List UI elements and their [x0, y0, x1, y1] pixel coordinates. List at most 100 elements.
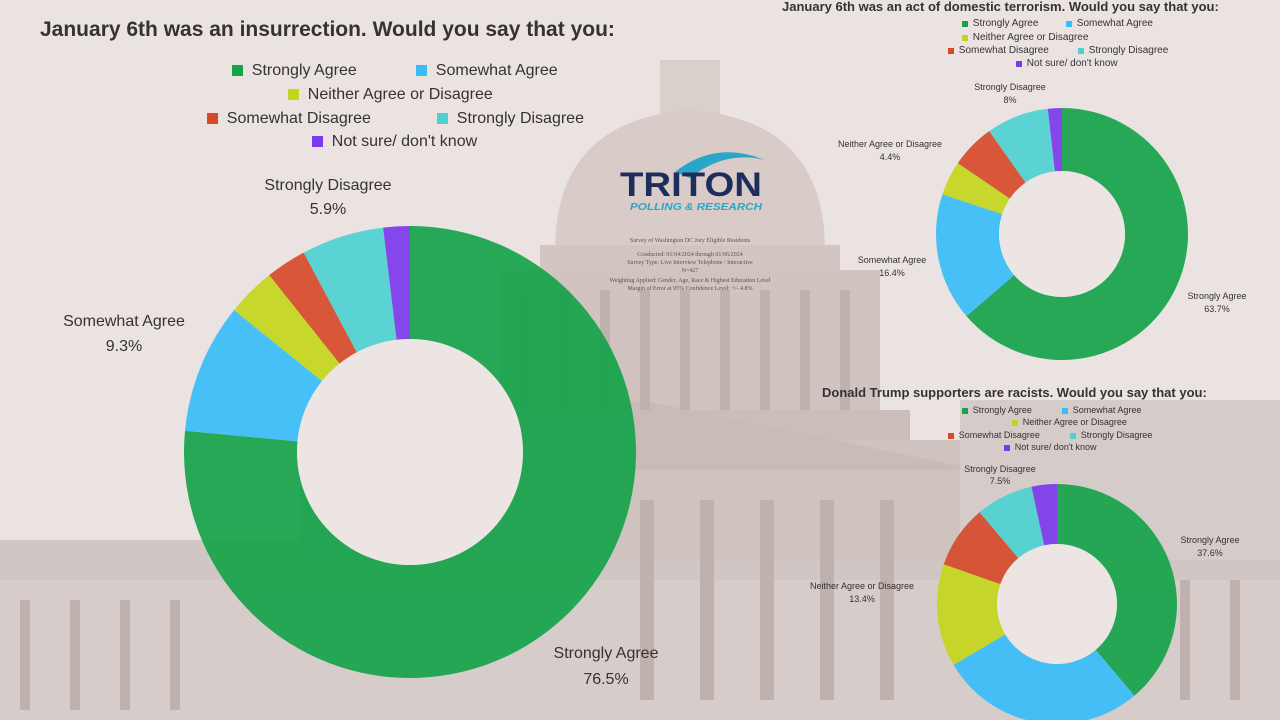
chart1-title: January 6th was an insurrection. Would y… — [40, 18, 615, 41]
chart1-slice-somewhat-disagree — [269, 252, 357, 364]
chart2-legend-label-somewhat-agree: Somewhat Agree — [1077, 18, 1154, 29]
chart3-legend-swatch-strongly-agree — [962, 408, 968, 414]
chart1-label-somewhat-agree-value: 9.3% — [106, 338, 142, 355]
chart1-legend-swatch-strongly-agree — [232, 65, 243, 76]
chart1-slice-somewhat-agree — [185, 310, 323, 442]
chart2-slice-neither-agree-or-disagree — [942, 163, 1010, 215]
chart2-slice-not-sure-don-t-know — [1047, 108, 1062, 172]
chart3-legend-label-strongly-disagree: Strongly Disagree — [1081, 430, 1153, 440]
chart3-legend-swatch-somewhat-disagree — [948, 433, 954, 439]
chart3-label-neither-name: Neither Agree or Disagree — [810, 581, 914, 591]
method-line-5: Weighting Applied: Gender, Age, Race & H… — [610, 278, 771, 284]
logo-wave-icon — [675, 152, 765, 178]
logo-tagline: POLLING & RESEARCH — [630, 202, 763, 213]
chart1-legend-swatch-not-sure-don-t-know — [312, 136, 323, 147]
chart3-label-strongly-agree-value: 37.6% — [1197, 548, 1223, 558]
chart2-legend-label-strongly-disagree: Strongly Disagree — [1089, 45, 1169, 56]
method-line-3: Survey Type: Live Interview Telephone / … — [627, 260, 753, 266]
logo-name: TRITON — [620, 166, 762, 204]
chart1-legend-label-not-sure-don-t-know: Not sure/ don't know — [332, 133, 478, 150]
chart1-donut — [183, 226, 636, 679]
chart3-slice-somewhat-disagree — [943, 512, 1019, 585]
chart1-slice-strongly-agree — [183, 226, 636, 679]
chart3-slice-somewhat-agree — [953, 634, 1135, 720]
method-line-1: Survey of Washington DC Jury Eligible Re… — [630, 237, 751, 244]
chart2-donut — [936, 108, 1188, 361]
chart2-title: January 6th was an act of domestic terro… — [782, 0, 1219, 14]
chart3-label-strongly-disagree-name: Strongly Disagree — [964, 464, 1036, 474]
chart2-legend-label-neither-agree-or-disagree: Neither Agree or Disagree — [973, 32, 1089, 43]
chart3-slice-neither-agree-or-disagree — [937, 564, 1006, 665]
method-line-4: N=427 — [682, 268, 699, 274]
chart3-legend-label-not-sure-don-t-know: Not sure/ don't know — [1015, 442, 1097, 452]
chart3-legend: Strongly Agree Somewhat Agree Neither Agre… — [948, 405, 1152, 452]
chart2-slice-strongly-agree — [966, 108, 1188, 361]
method-line-6: Margin of Error at 95% Confidence Level:… — [627, 285, 752, 292]
chart1-legend-label-somewhat-agree: Somewhat Agree — [436, 62, 558, 79]
chart1-slice-not-sure-don-t-know — [383, 226, 410, 340]
chart1-label-strongly-disagree-name: Strongly Disagree — [264, 177, 391, 194]
chart2-legend-label-somewhat-disagree: Somewhat Disagree — [959, 45, 1049, 56]
chart2-label-strongly-disagree-name: Strongly Disagree — [974, 82, 1046, 92]
chart1-donut-hole — [297, 339, 523, 565]
chart2-slice-somewhat-disagree — [957, 131, 1026, 199]
chart2-slice-strongly-disagree — [989, 108, 1055, 183]
chart2-legend-swatch-somewhat-disagree — [948, 48, 954, 54]
chart3-legend-swatch-not-sure-don-t-know — [1004, 445, 1010, 451]
chart3-legend-label-neither-agree-or-disagree: Neither Agree or Disagree — [1023, 417, 1127, 427]
chart3-title: Donald Trump supporters are racists. Wou… — [822, 385, 1207, 400]
chart-insurrection: January 6th was an insurrection. Would y… — [40, 18, 659, 688]
chart2-legend-label-not-sure-don-t-know: Not sure/ don't know — [1027, 58, 1119, 69]
chart-trump-supporters: Donald Trump supporters are racists. Wou… — [810, 385, 1240, 720]
chart2-label-somewhat-agree-name: Somewhat Agree — [858, 255, 927, 265]
chart2-legend-label-strongly-agree: Strongly Agree — [973, 18, 1039, 29]
chart1-legend: Strongly Agree Somewhat Agree Neither Agre… — [207, 62, 584, 150]
chart-domestic-terrorism: January 6th was an act of domestic terro… — [782, 0, 1247, 361]
chart3-donut-hole — [997, 544, 1117, 664]
chart2-legend-swatch-strongly-agree — [962, 21, 968, 27]
chart3-donut — [937, 484, 1178, 720]
chart1-legend-label-strongly-agree: Strongly Agree — [252, 62, 357, 79]
chart2-label-strongly-agree-value: 63.7% — [1204, 304, 1230, 314]
chart3-legend-swatch-somewhat-agree — [1062, 408, 1068, 414]
chart3-slice-strongly-agree — [1057, 484, 1178, 696]
chart2-legend-swatch-strongly-disagree — [1078, 48, 1084, 54]
chart1-legend-label-neither-agree-or-disagree: Neither Agree or Disagree — [308, 86, 493, 103]
chart1-label-strongly-disagree-value: 5.9% — [310, 201, 346, 218]
chart1-legend-label-strongly-disagree: Strongly Disagree — [457, 110, 584, 127]
chart3-legend-label-somewhat-disagree: Somewhat Disagree — [959, 430, 1040, 440]
method-line-2: Conducted: 01/04/2024 through 01/06/2024 — [637, 252, 743, 258]
chart3-label-strongly-disagree-value: 7.5% — [990, 476, 1011, 486]
chart2-label-strongly-disagree-value: 8% — [1003, 95, 1016, 105]
chart2-label-somewhat-agree-value: 16.4% — [879, 268, 905, 278]
chart2-label-neither-value: 4.4% — [880, 152, 901, 162]
chart1-legend-swatch-strongly-disagree — [437, 113, 448, 124]
chart1-legend-label-somewhat-disagree: Somewhat Disagree — [227, 110, 371, 127]
chart3-label-strongly-agree-name: Strongly Agree — [1180, 535, 1239, 545]
chart1-slice-neither-agree-or-disagree — [234, 275, 340, 382]
chart1-legend-swatch-somewhat-agree — [416, 65, 427, 76]
chart3-legend-label-somewhat-agree: Somewhat Agree — [1073, 405, 1142, 415]
triton-logo: TRITON POLLING & RESEARCH Survey of Wash… — [610, 152, 771, 292]
chart3-slice-not-sure-don-t-know — [1031, 484, 1057, 546]
chart2-label-strongly-agree-name: Strongly Agree — [1187, 291, 1246, 301]
chart2-legend: Strongly Agree Somewhat Agree Neither Agre… — [948, 18, 1169, 69]
chart2-donut-hole — [999, 171, 1125, 297]
chart3-label-neither-value: 13.4% — [849, 594, 875, 604]
chart2-slice-somewhat-agree — [936, 194, 1015, 317]
chart3-legend-label-strongly-agree: Strongly Agree — [973, 405, 1032, 415]
chart1-label-strongly-agree-name: Strongly Agree — [554, 645, 659, 662]
chart1-label-somewhat-agree-name: Somewhat Agree — [63, 313, 185, 330]
chart1-legend-swatch-neither-agree-or-disagree — [288, 89, 299, 100]
chart1-legend-swatch-somewhat-disagree — [207, 113, 218, 124]
chart2-legend-swatch-neither-agree-or-disagree — [962, 35, 968, 41]
methodology-notes: Survey of Washington DC Jury Eligible Re… — [610, 237, 771, 292]
chart2-legend-swatch-somewhat-agree — [1066, 21, 1072, 27]
chart2-legend-swatch-not-sure-don-t-know — [1016, 61, 1022, 67]
chart2-label-neither-name: Neither Agree or Disagree — [838, 139, 942, 149]
chart1-label-strongly-agree-value: 76.5% — [583, 671, 628, 688]
chart3-slice-strongly-disagree — [979, 486, 1045, 559]
chart1-slice-strongly-disagree — [303, 227, 397, 353]
chart3-legend-swatch-neither-agree-or-disagree — [1012, 420, 1018, 426]
